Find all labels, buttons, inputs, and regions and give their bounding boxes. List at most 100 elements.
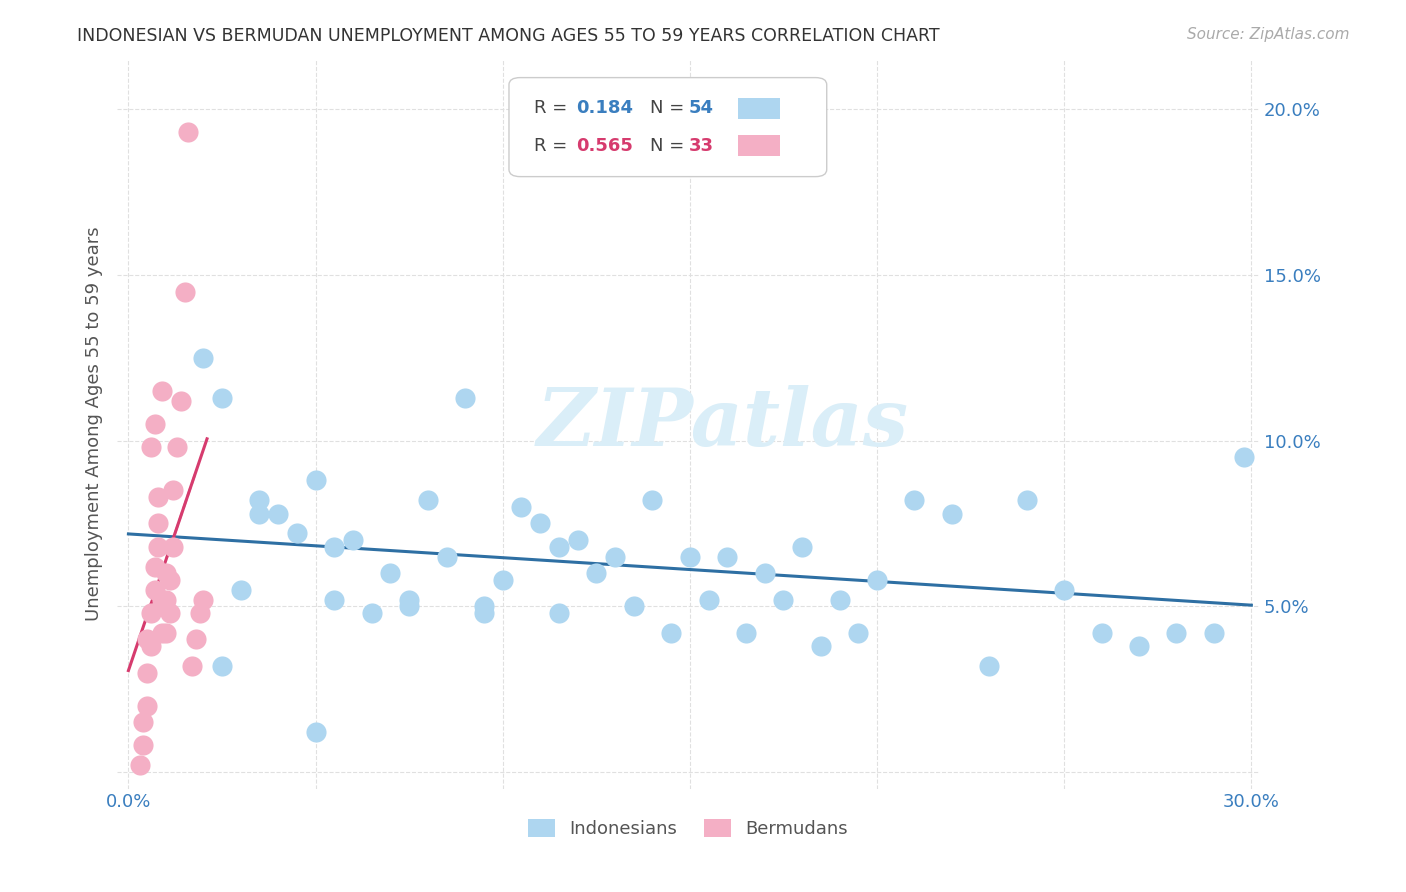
Point [1166, 625, 1188, 640]
Point [155, 566, 177, 581]
Point [159, 606, 181, 620]
Point [143, 417, 166, 431]
Point [188, 606, 211, 620]
Text: 0.565: 0.565 [576, 136, 633, 154]
Point [229, 582, 252, 597]
Point [1128, 639, 1150, 653]
Text: Source: ZipAtlas.com: Source: ZipAtlas.com [1187, 27, 1350, 42]
Point [792, 540, 814, 554]
Point [846, 625, 869, 640]
Point [148, 490, 170, 504]
Point [139, 639, 162, 653]
Point [866, 573, 889, 587]
Text: R =: R = [534, 100, 574, 118]
Point [810, 639, 832, 653]
Point [211, 659, 233, 673]
Text: N =: N = [650, 100, 689, 118]
Point [941, 507, 963, 521]
Point [585, 566, 607, 581]
Point [567, 533, 589, 547]
Point [211, 391, 233, 405]
Point [828, 592, 851, 607]
Point [979, 659, 1001, 673]
Text: INDONESIAN VS BERMUDAN UNEMPLOYMENT AMONG AGES 55 TO 59 YEARS CORRELATION CHART: INDONESIAN VS BERMUDAN UNEMPLOYMENT AMON… [77, 27, 941, 45]
Point [641, 493, 664, 508]
Point [903, 493, 925, 508]
Point [170, 393, 193, 408]
Point [472, 606, 495, 620]
Point [304, 725, 326, 739]
Point [735, 625, 758, 640]
Point [285, 526, 308, 541]
Point [716, 549, 738, 564]
Point [529, 516, 551, 531]
Point [139, 440, 162, 454]
Point [1233, 450, 1256, 465]
Point [323, 540, 346, 554]
Text: 33: 33 [689, 136, 714, 154]
Point [772, 592, 794, 607]
Point [454, 391, 477, 405]
Point [360, 606, 382, 620]
Text: N =: N = [650, 136, 689, 154]
Point [150, 384, 173, 398]
Point [416, 493, 439, 508]
Point [136, 698, 159, 713]
Point [380, 566, 402, 581]
Point [659, 625, 682, 640]
Point [162, 540, 184, 554]
Point [267, 507, 290, 521]
Point [249, 493, 271, 508]
Point [173, 285, 195, 299]
Text: ZIPatlas: ZIPatlas [536, 385, 908, 463]
Point [148, 516, 170, 531]
Point [1202, 625, 1225, 640]
Point [697, 592, 720, 607]
Point [143, 582, 166, 597]
Point [436, 549, 458, 564]
Point [148, 540, 170, 554]
Point [159, 573, 181, 587]
Point [166, 440, 188, 454]
Point [150, 625, 173, 640]
Point [136, 665, 159, 680]
Point [177, 126, 200, 140]
Point [323, 592, 346, 607]
Point [547, 606, 569, 620]
Point [181, 659, 204, 673]
Point [398, 599, 420, 614]
Point [132, 739, 155, 753]
Point [1015, 493, 1038, 508]
Text: 54: 54 [689, 100, 714, 118]
Point [132, 715, 155, 730]
Point [143, 559, 166, 574]
Point [155, 592, 177, 607]
Point [162, 483, 184, 498]
Y-axis label: Unemployment Among Ages 55 to 59 years: Unemployment Among Ages 55 to 59 years [86, 227, 103, 622]
Point [193, 351, 215, 365]
Point [1091, 625, 1114, 640]
Point [603, 549, 626, 564]
Point [623, 599, 645, 614]
Point [754, 566, 776, 581]
Point [1053, 582, 1076, 597]
Point [150, 592, 173, 607]
Point [136, 632, 159, 647]
Point [342, 533, 364, 547]
Point [184, 632, 207, 647]
Text: 0.184: 0.184 [576, 100, 634, 118]
Point [510, 500, 533, 514]
Point [193, 592, 215, 607]
Legend: Indonesians, Bermudans: Indonesians, Bermudans [520, 812, 856, 845]
Point [679, 549, 702, 564]
Point [398, 592, 420, 607]
Point [547, 540, 569, 554]
Point [249, 507, 271, 521]
Point [472, 599, 495, 614]
Point [128, 758, 150, 772]
Point [304, 474, 326, 488]
Point [155, 625, 177, 640]
Point [492, 573, 515, 587]
Point [139, 606, 162, 620]
Text: R =: R = [534, 136, 574, 154]
